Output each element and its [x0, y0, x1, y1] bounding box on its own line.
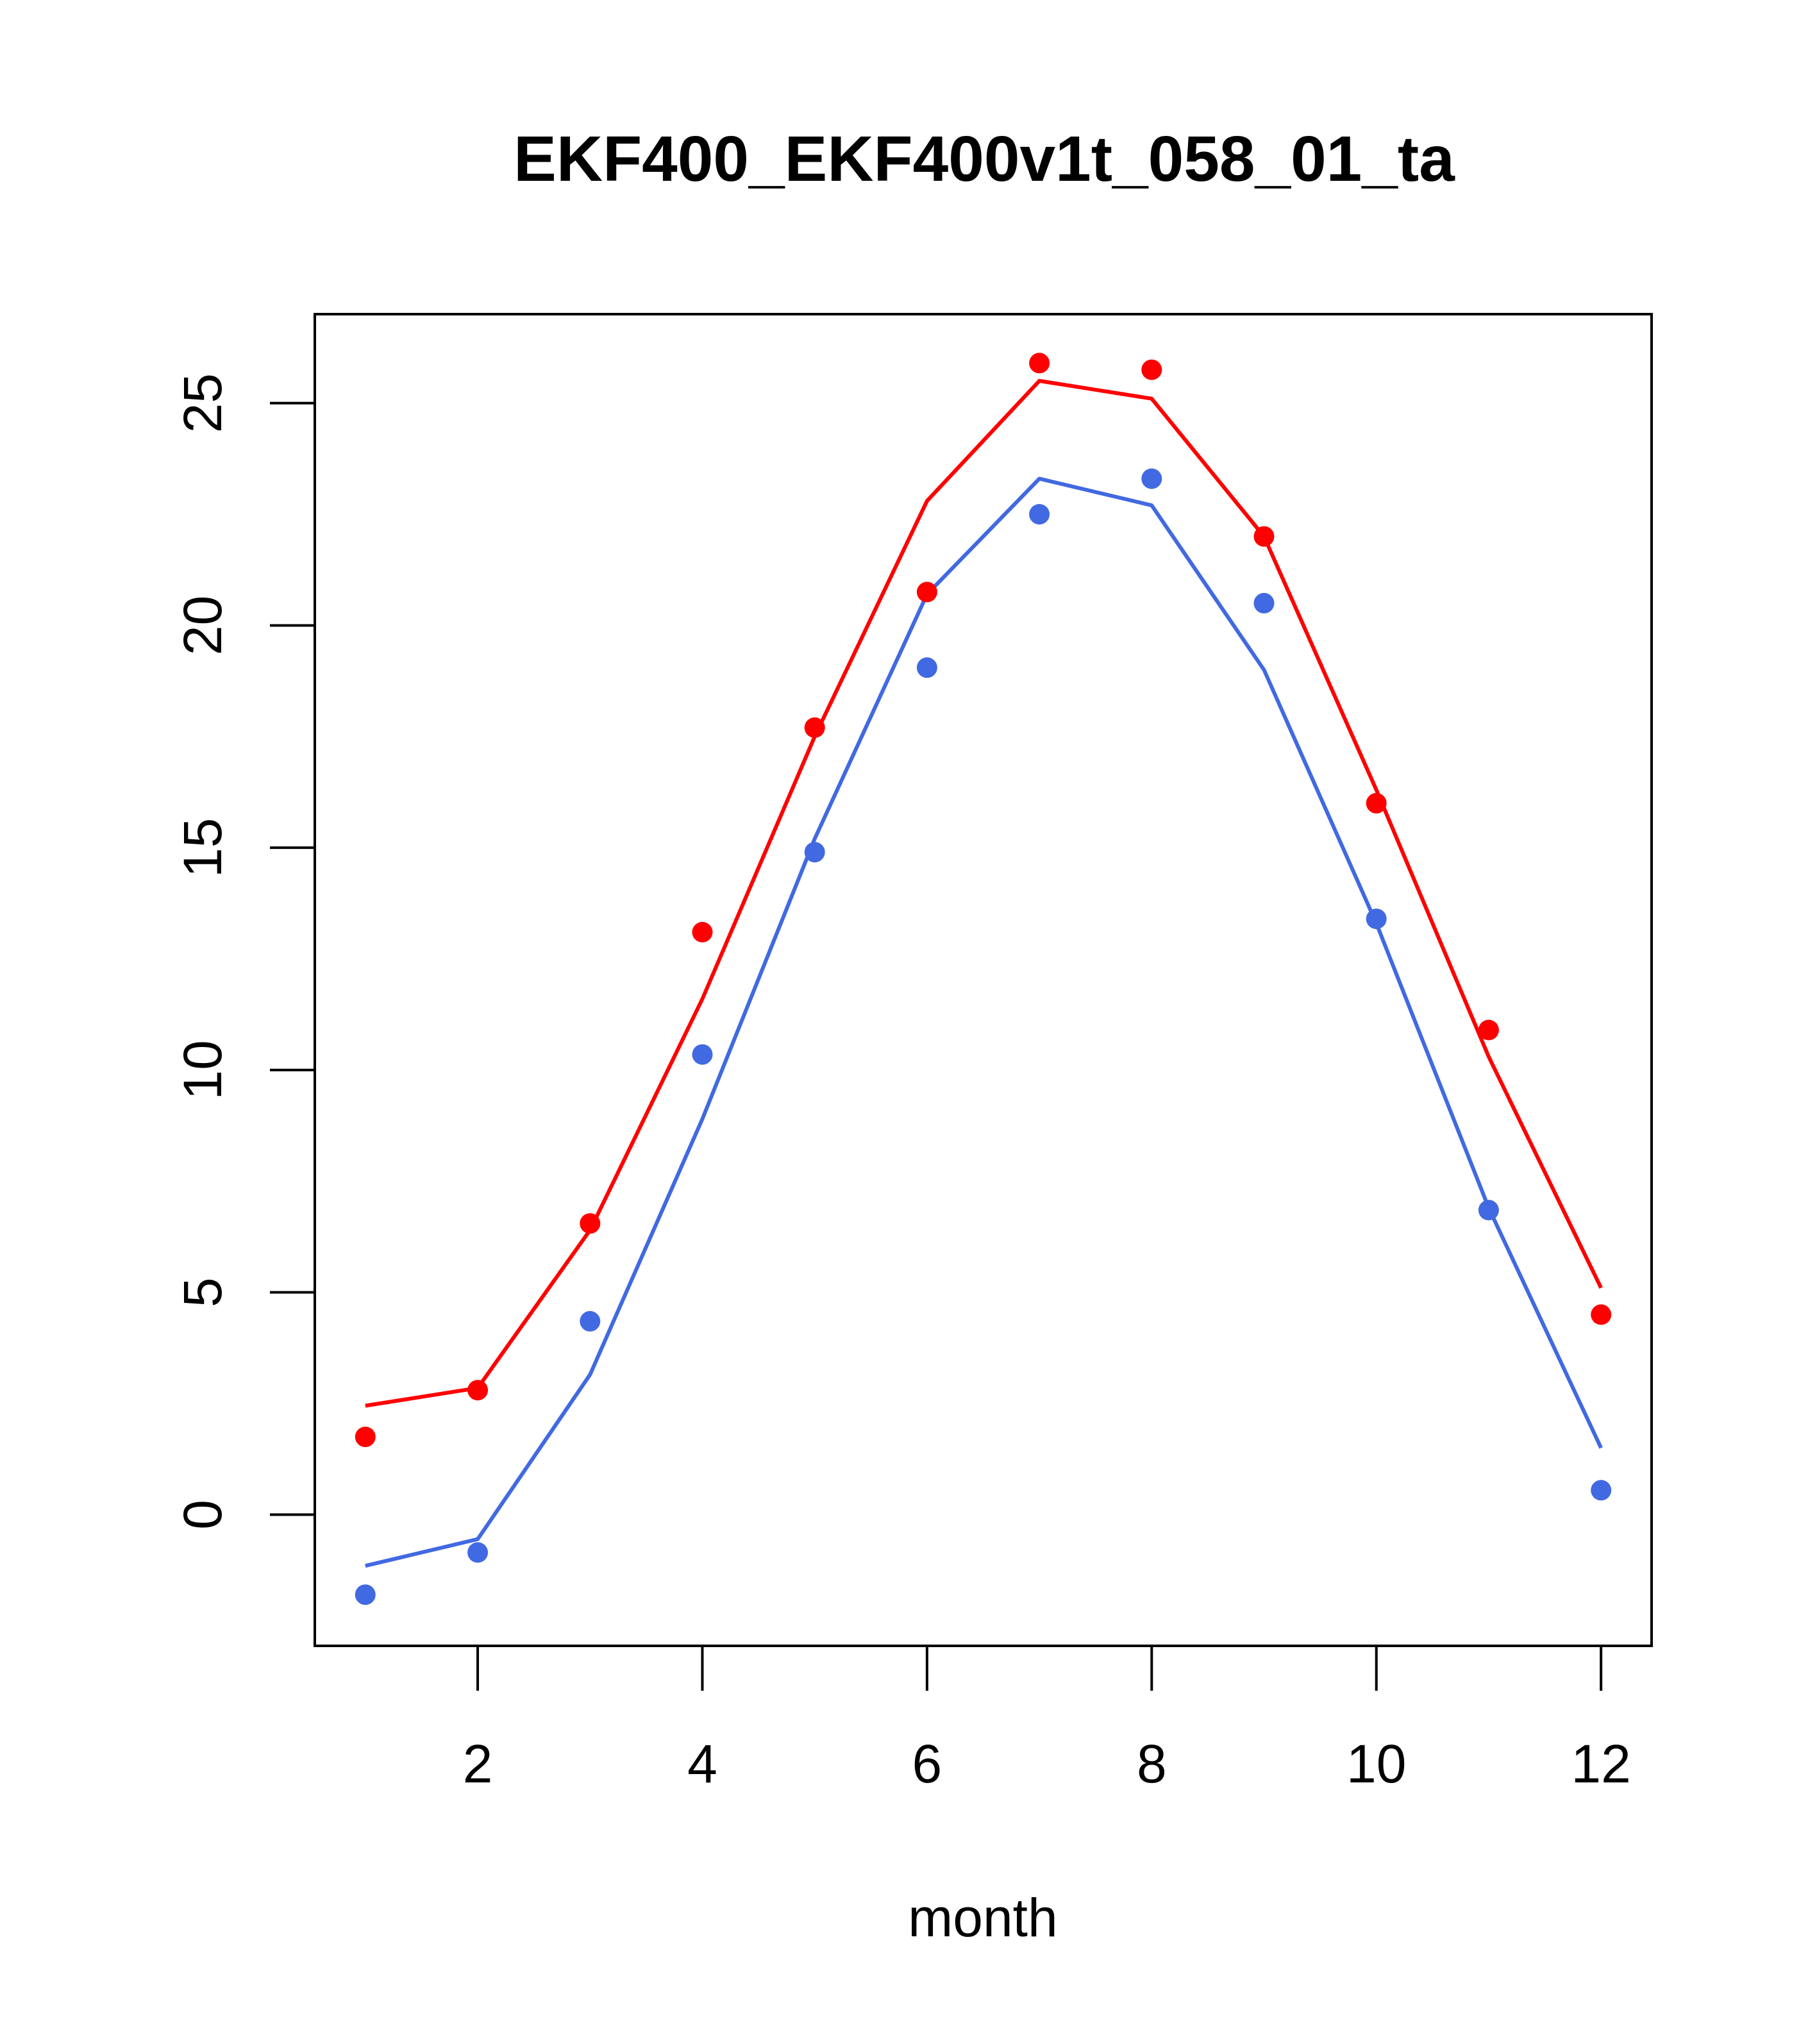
red-line — [365, 379, 1603, 1408]
blue-points-point-10 — [1366, 909, 1387, 930]
y-axis: 0 5 10 15 20 25 — [172, 373, 316, 1530]
red-points-point-4 — [692, 921, 713, 942]
red-points-point-11 — [1478, 1019, 1499, 1041]
blue-points-point-1 — [355, 1584, 376, 1605]
red-points-point-9 — [1253, 526, 1275, 547]
blue-points-point-11 — [1478, 1200, 1499, 1221]
x-tick-label-6: 6 — [912, 1734, 942, 1794]
x-tick-label-10: 10 — [1346, 1734, 1406, 1794]
red-points-point-12 — [1591, 1304, 1612, 1325]
chart-title: EKF400_EKF400v1t_058_01_ta — [514, 123, 1455, 195]
blue-points-point-2 — [467, 1542, 489, 1563]
x-axis-label: month — [908, 1888, 1057, 1948]
blue-points-point-12 — [1591, 1480, 1612, 1501]
red-points-point-6 — [916, 582, 937, 603]
x-axis: 2 4 6 8 10 12 — [463, 1645, 1631, 1794]
x-tick-label-4: 4 — [687, 1734, 717, 1794]
red-points-point-7 — [1029, 353, 1050, 374]
blue-points-point-3 — [580, 1311, 601, 1332]
x-tick-label-12: 12 — [1571, 1734, 1630, 1794]
y-tick-label-20: 20 — [172, 596, 233, 655]
red-points-point-5 — [804, 717, 825, 738]
y-tick-label-0: 0 — [172, 1500, 233, 1530]
x-tick-label-2: 2 — [463, 1734, 493, 1794]
blue-points-point-4 — [692, 1044, 713, 1065]
blue-points-point-6 — [916, 657, 937, 678]
chart-marks — [355, 353, 1612, 1605]
red-points-point-3 — [580, 1213, 601, 1234]
blue-points-point-5 — [804, 842, 825, 863]
red-points-point-10 — [1366, 792, 1387, 814]
blue-points-point-9 — [1253, 592, 1275, 614]
x-tick-label-8: 8 — [1137, 1734, 1167, 1794]
blue-points-point-8 — [1141, 468, 1162, 489]
y-tick-label-25: 25 — [172, 373, 233, 433]
blue-line — [365, 476, 1603, 1568]
red-points-point-8 — [1141, 359, 1162, 380]
blue-points-point-7 — [1029, 504, 1050, 525]
red-points-point-2 — [467, 1380, 489, 1401]
y-tick-label-5: 5 — [172, 1277, 233, 1307]
red-points-point-1 — [355, 1427, 376, 1448]
y-tick-label-15: 15 — [172, 817, 233, 877]
y-tick-label-10: 10 — [172, 1040, 233, 1100]
